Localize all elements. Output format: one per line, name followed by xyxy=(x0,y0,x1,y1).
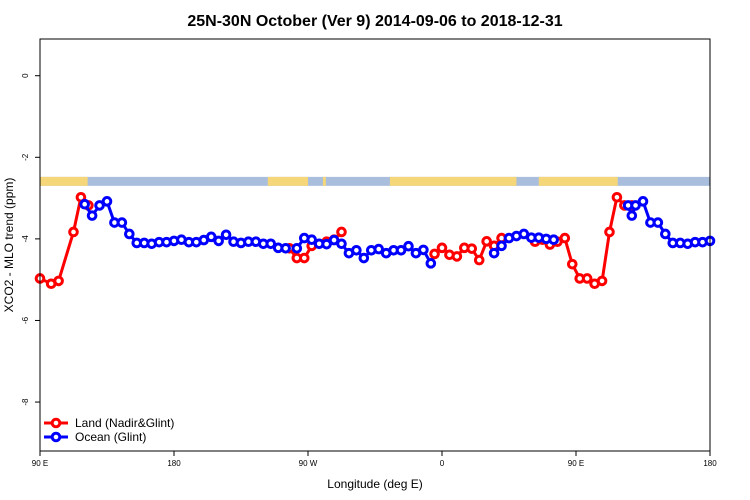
ocean-data-point xyxy=(660,228,671,240)
land-band-segment xyxy=(538,176,618,186)
land-data-point xyxy=(611,191,623,203)
land-band-segment xyxy=(389,176,517,186)
land-data-point xyxy=(298,252,310,264)
ocean-data-point xyxy=(626,210,638,221)
ocean-data-point xyxy=(652,217,664,228)
legend: Land (Nadir&Glint) Ocean (Glint) xyxy=(44,416,174,444)
ocean-data-point xyxy=(358,252,370,264)
land-data-point xyxy=(596,275,608,287)
chart-title: 25N-30N October (Ver 9) 2014-09-06 to 20… xyxy=(187,13,562,30)
y-tick-label: -4 xyxy=(21,235,30,243)
x-tick-label: 90 E xyxy=(32,459,48,468)
ocean-data-point xyxy=(306,234,318,245)
land-data-point xyxy=(436,242,448,254)
y-tick-label: -6 xyxy=(21,316,30,324)
land-data-point xyxy=(566,258,578,270)
ocean-data-point xyxy=(425,258,437,269)
ocean-data-point xyxy=(637,196,649,207)
land-data-point xyxy=(68,226,79,238)
land-data-point xyxy=(336,226,347,238)
ocean-data-point xyxy=(213,235,224,247)
series-layer xyxy=(34,191,716,290)
y-tick-label: 0 xyxy=(21,73,30,78)
legend-land-label: Land (Nadir&Glint) xyxy=(75,416,174,430)
land-data-point xyxy=(473,254,485,266)
ocean-data-point xyxy=(116,217,128,228)
land-data-point xyxy=(451,251,463,262)
y-axis-label: XCO2 - MLO trend (ppm) xyxy=(2,178,16,313)
ocean-data-point xyxy=(395,245,407,256)
ocean-band xyxy=(40,176,710,186)
x-tick-label: 180 xyxy=(167,459,181,468)
land-data-point xyxy=(481,236,492,247)
ocean-data-point xyxy=(94,200,105,211)
plot-frame xyxy=(39,38,711,452)
ocean-data-point xyxy=(403,240,414,252)
axes: 90 E 180 90 W 0 90 E 180 0 -2 -4 -6 -8 xyxy=(21,73,717,468)
ocean-data-point xyxy=(548,234,559,245)
x-tick-label: 0 xyxy=(440,459,445,468)
land-band-segment xyxy=(267,176,308,186)
legend-ocean-marker xyxy=(50,431,62,443)
ocean-data-point xyxy=(79,198,90,210)
ocean-data-point xyxy=(630,200,641,211)
x-tick-label: 90 E xyxy=(568,459,584,468)
ocean-data-point xyxy=(418,244,429,256)
land-data-point xyxy=(466,243,478,254)
y-tick-label: -8 xyxy=(21,398,30,406)
x-tick-label: 90 W xyxy=(299,459,318,468)
ocean-data-point xyxy=(101,196,113,207)
x-tick-label: 180 xyxy=(703,459,717,468)
ocean-data-point xyxy=(124,228,135,240)
land-band-segment xyxy=(40,176,88,186)
x-axis-label: Longitude (deg E) xyxy=(327,477,422,491)
ocean-data-point xyxy=(291,242,303,254)
land-data-point xyxy=(53,275,64,287)
ocean-data-point xyxy=(265,238,277,250)
land-band-segment xyxy=(322,176,326,186)
ocean-data-point xyxy=(351,245,362,256)
ocean-data-point xyxy=(321,238,332,250)
ocean-data-point xyxy=(280,242,291,254)
land-series-line xyxy=(39,195,90,286)
legend-ocean-label: Ocean (Glint) xyxy=(75,430,146,444)
ocean-data-point xyxy=(336,238,347,250)
ocean-data-point xyxy=(86,210,98,221)
land-data-point xyxy=(429,248,440,260)
ocean-data-point xyxy=(373,243,385,255)
legend-land-marker xyxy=(50,417,62,429)
ocean-data-point xyxy=(220,229,232,241)
land-data-point xyxy=(604,226,615,238)
ocean-data-point xyxy=(205,231,217,243)
land-data-point xyxy=(581,273,593,284)
ocean-data-point xyxy=(488,247,500,259)
land-data-point xyxy=(559,232,571,244)
y-tick-label: -2 xyxy=(21,153,30,161)
ocean-data-point xyxy=(496,240,507,252)
land-ocean-band xyxy=(40,176,710,186)
